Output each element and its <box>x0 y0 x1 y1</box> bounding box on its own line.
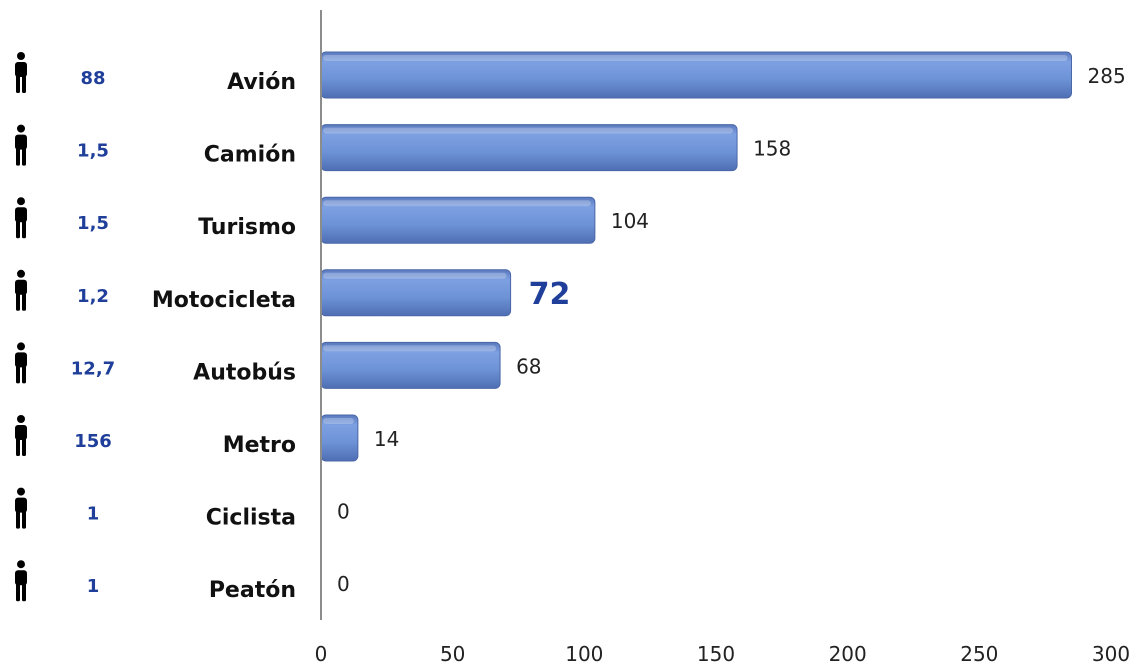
x-tick-label: 100 <box>565 642 603 666</box>
value-label: 0 <box>337 572 350 596</box>
value-label: 158 <box>753 137 791 161</box>
person-icon <box>15 342 27 384</box>
bar-highlight <box>323 200 591 207</box>
occupancy-label: 12,7 <box>71 358 115 379</box>
occupancy-label: 156 <box>74 431 112 452</box>
bar-highlight <box>323 55 1068 61</box>
category-label: Camión <box>204 143 296 168</box>
value-label: 104 <box>611 209 649 233</box>
occupancy-label: 88 <box>80 68 105 89</box>
category-label: Avión <box>227 70 296 95</box>
occupancy-label: 1 <box>87 576 100 597</box>
value-label: 285 <box>1088 64 1126 88</box>
value-label: 14 <box>374 427 399 451</box>
bar-highlight <box>323 127 734 134</box>
person-icon <box>15 415 27 456</box>
x-tick-label: 0 <box>315 642 328 666</box>
category-label: Motocicleta <box>152 288 296 313</box>
occupancy-label: 1,5 <box>77 141 109 162</box>
person-icon <box>15 124 27 166</box>
x-tick-label: 300 <box>1092 642 1130 666</box>
value-label: 72 <box>529 277 571 312</box>
x-tick-label: 150 <box>697 642 735 666</box>
occupancy-label: 1,2 <box>77 286 109 307</box>
person-icon <box>15 487 27 529</box>
x-tick-label: 250 <box>960 642 998 666</box>
category-label: Autobús <box>193 360 296 385</box>
occupancy-label: 1 <box>87 504 100 525</box>
person-icon <box>15 269 27 311</box>
bar-highlight <box>323 272 507 279</box>
value-label: 68 <box>516 354 541 378</box>
category-label: Ciclista <box>206 506 296 531</box>
value-label: 0 <box>337 500 350 524</box>
person-icon <box>15 560 27 602</box>
x-tick-label: 200 <box>829 642 867 666</box>
category-label: Turismo <box>198 215 296 240</box>
category-label: Peatón <box>209 578 296 603</box>
category-label: Metro <box>223 433 296 458</box>
occupancy-label: 1,5 <box>77 213 109 234</box>
bar-highlight <box>323 418 354 424</box>
person-icon <box>15 52 27 93</box>
bar-highlight <box>323 345 497 352</box>
person-icon <box>15 197 27 239</box>
x-tick-label: 50 <box>440 642 465 666</box>
